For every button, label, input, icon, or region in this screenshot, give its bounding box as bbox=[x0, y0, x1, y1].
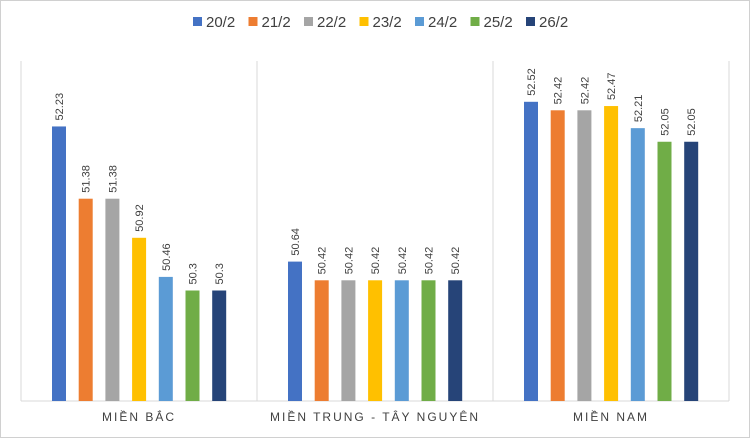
bar-21-2 bbox=[314, 280, 329, 401]
legend-label: 23/2 bbox=[373, 14, 402, 31]
legend-swatch bbox=[470, 17, 480, 26]
data-label: 51.38 bbox=[81, 165, 93, 193]
data-label: 50.3 bbox=[214, 263, 226, 284]
legend-label: 20/2 bbox=[206, 14, 235, 31]
legend-label: 25/2 bbox=[484, 14, 513, 31]
bar-26-2 bbox=[448, 280, 463, 401]
legend-swatch bbox=[359, 17, 369, 26]
bar-23-2 bbox=[368, 280, 383, 401]
legend-swatch bbox=[415, 17, 424, 26]
legend-label: 24/2 bbox=[428, 14, 457, 31]
data-label: 52.52 bbox=[526, 68, 538, 96]
data-label: 51.38 bbox=[107, 165, 119, 193]
bar-22-2 bbox=[577, 110, 592, 402]
bar-26-2 bbox=[212, 290, 227, 401]
bar-21-2 bbox=[78, 198, 93, 401]
legend-swatch bbox=[193, 17, 202, 26]
bar-20-2 bbox=[288, 261, 302, 401]
bar-24-2 bbox=[630, 128, 645, 401]
data-label: 52.05 bbox=[686, 108, 698, 136]
bar-24-2 bbox=[158, 276, 173, 401]
bar-23-2 bbox=[132, 237, 147, 401]
bar-25-2 bbox=[185, 290, 200, 401]
legend-label: 21/2 bbox=[262, 14, 291, 31]
data-label: 50.42 bbox=[370, 247, 382, 275]
data-label: 50.42 bbox=[450, 247, 462, 275]
data-label: 50.42 bbox=[317, 247, 329, 275]
data-label: 50.3 bbox=[188, 263, 200, 284]
data-label: 52.42 bbox=[579, 77, 591, 105]
data-label: 50.64 bbox=[290, 228, 302, 256]
data-label: 52.47 bbox=[606, 73, 618, 101]
legend-label: 22/2 bbox=[317, 14, 346, 31]
category-label: MIỀN NAM bbox=[573, 409, 649, 424]
category-label: MIỀN TRUNG - TÂY NGUYÊN bbox=[270, 409, 480, 424]
category-label: MIỀN BẮC bbox=[102, 409, 176, 424]
bar-25-2 bbox=[421, 280, 436, 401]
legend-label: 26/2 bbox=[539, 14, 568, 31]
data-label: 52.23 bbox=[54, 93, 66, 121]
legend-swatch bbox=[248, 17, 258, 26]
bar-25-2 bbox=[657, 141, 672, 401]
legend-swatch bbox=[304, 17, 313, 26]
data-label: 52.21 bbox=[633, 95, 645, 123]
bar-22-2 bbox=[105, 198, 120, 401]
legend-swatch bbox=[526, 17, 535, 26]
bar-20-2 bbox=[52, 126, 66, 401]
bar-21-2 bbox=[550, 110, 565, 402]
data-label: 50.42 bbox=[397, 247, 409, 275]
data-label: 50.42 bbox=[424, 247, 436, 275]
bar-23-2 bbox=[604, 106, 619, 402]
bar-20-2 bbox=[524, 101, 538, 402]
bar-22-2 bbox=[341, 280, 356, 401]
data-label: 52.42 bbox=[553, 77, 565, 105]
data-label: 52.05 bbox=[660, 108, 672, 136]
bar-26-2 bbox=[684, 141, 699, 401]
data-label: 50.46 bbox=[161, 243, 173, 271]
data-label: 50.42 bbox=[343, 247, 355, 275]
data-label: 50.92 bbox=[134, 204, 146, 232]
bar-24-2 bbox=[394, 280, 409, 401]
